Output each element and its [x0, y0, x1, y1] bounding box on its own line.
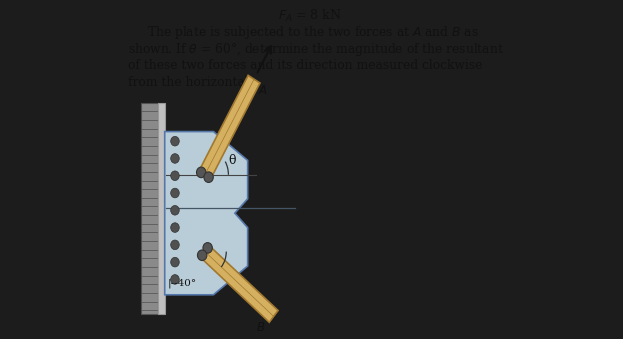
Circle shape — [171, 154, 179, 163]
Polygon shape — [199, 75, 260, 179]
Text: shown. If $\theta$ = 60°, determine the magnitude of the resultant: shown. If $\theta$ = 60°, determine the … — [128, 41, 504, 58]
Text: $B$: $B$ — [256, 321, 265, 334]
Circle shape — [171, 171, 179, 181]
Circle shape — [171, 275, 179, 284]
Circle shape — [171, 205, 179, 215]
Text: The plate is subjected to the two forces at $A$ and $B$ as: The plate is subjected to the two forces… — [147, 24, 478, 41]
Text: of these two forces and its direction measured clockwise: of these two forces and its direction me… — [128, 59, 482, 72]
Circle shape — [204, 172, 213, 182]
Circle shape — [171, 223, 179, 232]
Circle shape — [196, 167, 206, 178]
Text: θ: θ — [229, 154, 236, 167]
Circle shape — [171, 136, 179, 146]
Bar — [141, 103, 158, 314]
Text: |--40°: |--40° — [168, 278, 196, 288]
Polygon shape — [164, 132, 248, 295]
Text: from the horizontal.: from the horizontal. — [128, 76, 252, 89]
Circle shape — [203, 243, 212, 253]
Polygon shape — [201, 246, 278, 322]
Bar — [158, 103, 164, 314]
Circle shape — [171, 188, 179, 198]
Text: $F_A$ = 8 kN: $F_A$ = 8 kN — [278, 8, 341, 24]
Circle shape — [197, 250, 207, 261]
Circle shape — [171, 240, 179, 250]
Circle shape — [171, 257, 179, 267]
Text: $A$: $A$ — [259, 84, 268, 97]
